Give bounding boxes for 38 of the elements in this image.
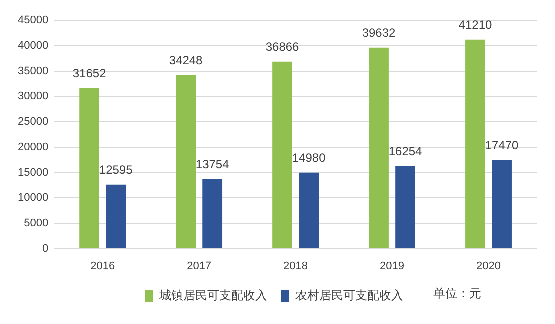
text: 单位：元 bbox=[434, 286, 482, 300]
x-tick-label: 2020 bbox=[476, 260, 501, 272]
bar bbox=[466, 40, 486, 248]
data-label: 41210 bbox=[458, 18, 492, 32]
bar bbox=[106, 184, 126, 248]
bar bbox=[492, 160, 512, 248]
y-tick-label: 45000 bbox=[18, 14, 49, 27]
x-tick-label: 2017 bbox=[187, 260, 212, 272]
bar bbox=[176, 75, 196, 248]
data-label: 31652 bbox=[72, 66, 107, 81]
bar bbox=[396, 166, 416, 248]
bar bbox=[299, 172, 320, 248]
x-tick-label: 2019 bbox=[380, 260, 405, 272]
y-tick-label: 0 bbox=[42, 242, 49, 255]
y-tick-label: 5000 bbox=[24, 217, 49, 230]
data-label: 12595 bbox=[99, 163, 134, 178]
data-label: 34248 bbox=[169, 53, 204, 68]
data-label: 14980 bbox=[292, 151, 326, 166]
data-label: 17470 bbox=[485, 138, 520, 153]
y-tick-label: 25000 bbox=[18, 116, 49, 128]
x-tick-label: 2016 bbox=[90, 260, 116, 272]
y-tick-label: 15000 bbox=[18, 166, 49, 179]
bar bbox=[80, 88, 100, 248]
legend-label: 城镇居民可支配收入 bbox=[158, 288, 268, 302]
y-tick-label: 30000 bbox=[18, 90, 49, 103]
y-tick-label: 20000 bbox=[18, 141, 49, 154]
y-tick-label: 40000 bbox=[18, 40, 49, 52]
bar bbox=[272, 62, 292, 248]
legend-label: 农村居民可支配收入 bbox=[296, 288, 404, 302]
data-label: 39632 bbox=[362, 26, 396, 40]
bar bbox=[202, 179, 223, 248]
bar bbox=[369, 48, 389, 248]
data-label: 36866 bbox=[266, 40, 300, 54]
data-label: 13754 bbox=[196, 157, 230, 172]
y-tick-label: 35000 bbox=[18, 65, 49, 78]
x-tick-label: 2018 bbox=[284, 260, 308, 272]
y-tick-label: 10000 bbox=[18, 192, 49, 204]
data-label: 16254 bbox=[388, 144, 423, 159]
